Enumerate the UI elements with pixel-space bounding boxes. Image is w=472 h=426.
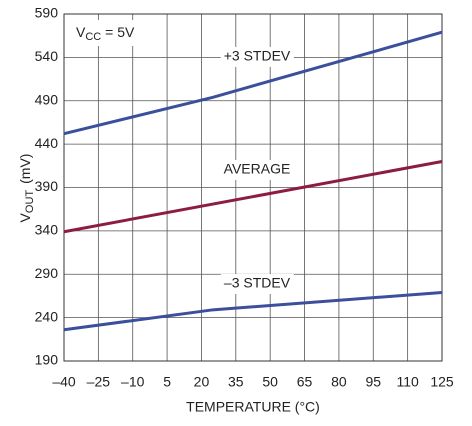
annotation-main: V — [76, 24, 86, 40]
x-tick-label: 35 — [228, 374, 244, 390]
y-label-sub: OUT — [24, 190, 36, 214]
x-tick-label: 65 — [297, 374, 313, 390]
y-axis-label: VOUT (mV) — [17, 154, 36, 223]
y-tick-label: 390 — [35, 178, 59, 194]
x-tick-label: 80 — [331, 374, 347, 390]
x-axis-label: TEMPERATURE (°C) — [186, 399, 320, 415]
y-tick-label: 540 — [35, 48, 59, 64]
x-tick-label: 95 — [365, 374, 381, 390]
y-tick-label: 490 — [35, 91, 59, 107]
y-tick-label: 590 — [35, 5, 59, 21]
series-label: –3 STDEV — [224, 275, 291, 291]
x-tick-label: 50 — [262, 374, 278, 390]
x-tick-label: 110 — [396, 374, 419, 390]
series-line — [63, 30, 443, 136]
annotation-rest: = 5V — [101, 24, 135, 40]
y-tick-label: 440 — [35, 135, 59, 151]
annotation-sub: CC — [85, 31, 101, 43]
y-label-unit: (mV) — [17, 154, 33, 184]
series-label-background — [220, 274, 294, 294]
series-line — [63, 290, 443, 332]
y-tick-label: 240 — [35, 308, 59, 324]
series-label-background — [220, 160, 294, 180]
y-label-main: V — [17, 212, 33, 222]
x-tick-label: 20 — [194, 374, 210, 390]
x-tick-label: –40 — [52, 374, 76, 390]
series-label-background — [220, 47, 294, 67]
plot-frame — [63, 13, 443, 362]
series-line — [63, 160, 443, 234]
y-tick-label: 340 — [35, 222, 59, 238]
series-label: +3 STDEV — [224, 48, 291, 64]
y-axis-label-text: VOUT (mV) — [17, 154, 36, 223]
series-label: AVERAGE — [224, 161, 291, 177]
x-tick-label: 5 — [163, 374, 171, 390]
annotation: VCC = 5V — [76, 24, 135, 43]
y-tick-label: 290 — [35, 265, 59, 281]
x-tick-label: 125 — [430, 374, 454, 390]
x-tick-label: –10 — [121, 374, 145, 390]
y-tick-label: 190 — [35, 352, 59, 368]
x-tick-label: –25 — [87, 374, 111, 390]
annotation-background — [70, 20, 142, 46]
